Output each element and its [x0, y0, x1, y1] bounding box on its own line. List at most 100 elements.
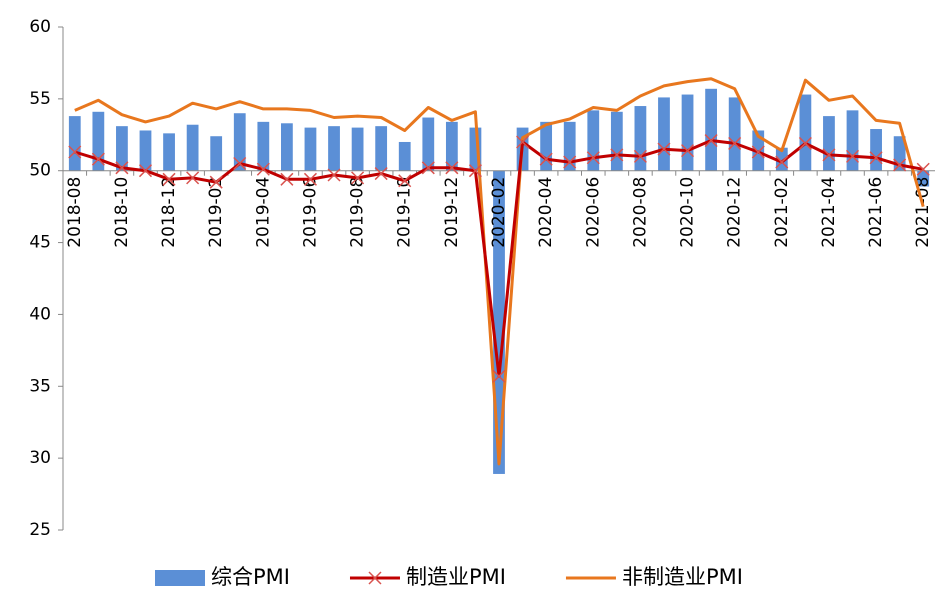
bar [658, 97, 670, 171]
marker [256, 162, 270, 176]
marker [138, 164, 153, 178]
bar [445, 121, 458, 171]
marker [468, 164, 482, 178]
x-tick-label: 2021-06 [866, 177, 886, 248]
marker [374, 167, 388, 181]
x-tick-label: 2020-04 [536, 177, 556, 248]
bar [469, 127, 482, 171]
y-tick-label: 40 [29, 304, 51, 324]
marker [492, 369, 506, 383]
bar [328, 126, 340, 171]
y-tick-label: 50 [29, 161, 51, 181]
y-tick-label: 45 [29, 233, 51, 253]
bar [705, 88, 717, 171]
legend-label: 非制造业PMI [622, 565, 743, 589]
marker [445, 161, 459, 175]
bar [728, 97, 741, 171]
marker [398, 174, 412, 188]
bar [610, 111, 623, 171]
bar [563, 121, 576, 171]
marker [68, 145, 82, 159]
marker [893, 158, 907, 172]
marker [421, 161, 435, 175]
bar [304, 127, 317, 171]
bar [846, 110, 859, 171]
bar [68, 116, 81, 171]
x-tick-label: 2019-04 [253, 177, 273, 248]
bar [587, 110, 600, 171]
x-tick-label: 2018-08 [65, 177, 85, 248]
marker [798, 136, 812, 150]
marker [539, 152, 553, 166]
bar [422, 117, 435, 171]
x-tick-label: 2019-02 [206, 177, 226, 248]
marker [91, 152, 105, 166]
bar [540, 121, 553, 171]
bar [375, 126, 388, 171]
marker [280, 172, 294, 186]
bar [233, 113, 246, 171]
line [74, 77, 925, 466]
x-tick-label: 2020-08 [630, 177, 650, 248]
legend-label: 制造业PMI [406, 565, 506, 589]
marker [115, 161, 129, 175]
marker [586, 151, 600, 165]
bar [139, 130, 152, 171]
x-tick-label: 2018-10 [112, 177, 132, 248]
bar [681, 94, 694, 171]
y-tick-label: 60 [29, 17, 51, 37]
bar [823, 116, 835, 171]
bar [210, 136, 223, 171]
marker [704, 134, 718, 148]
marker [845, 149, 860, 163]
x-tick-label: 2020-02 [489, 177, 509, 248]
bar [186, 124, 199, 171]
marker [610, 148, 624, 162]
bar [799, 94, 812, 171]
y-tick-label: 35 [29, 376, 51, 396]
bar [257, 121, 270, 171]
y-tick-label: 55 [29, 89, 51, 109]
marker [563, 155, 577, 169]
marker [233, 156, 247, 171]
y-tick-label: 25 [29, 520, 51, 540]
marker [209, 175, 223, 189]
marker [728, 136, 742, 150]
marker [822, 148, 836, 162]
bar [351, 127, 364, 171]
bar [493, 170, 505, 474]
marker [516, 135, 530, 149]
marker [327, 168, 341, 182]
marker [681, 144, 695, 158]
bar [917, 170, 930, 187]
x-tick-label: 2020-12 [725, 177, 745, 248]
legend-marker [368, 571, 382, 585]
x-tick-label: 2018-12 [159, 177, 179, 248]
marker [186, 171, 200, 185]
bar [775, 147, 788, 171]
marker [869, 151, 883, 165]
y-tick-label: 30 [29, 448, 51, 468]
marker [633, 149, 647, 163]
legend-label: 综合PMI [211, 565, 290, 589]
bar [92, 111, 105, 171]
marker [303, 172, 317, 186]
bar [893, 136, 906, 171]
marker [351, 171, 365, 185]
marker [916, 162, 930, 176]
x-tick-label: 2021-02 [772, 177, 792, 248]
legend-swatch [155, 570, 205, 586]
marker [657, 142, 671, 156]
bar [116, 126, 128, 171]
bar [634, 106, 647, 171]
bar [163, 133, 175, 171]
bar [398, 141, 411, 171]
x-tick-label: 2019-10 [395, 177, 415, 248]
x-tick-label: 2019-08 [348, 177, 368, 248]
bar [870, 129, 882, 171]
x-tick-label: 2019-12 [442, 177, 462, 248]
x-tick-label: 2020-10 [678, 177, 698, 248]
x-tick-label: 2020-06 [583, 177, 603, 248]
marker [775, 155, 789, 169]
